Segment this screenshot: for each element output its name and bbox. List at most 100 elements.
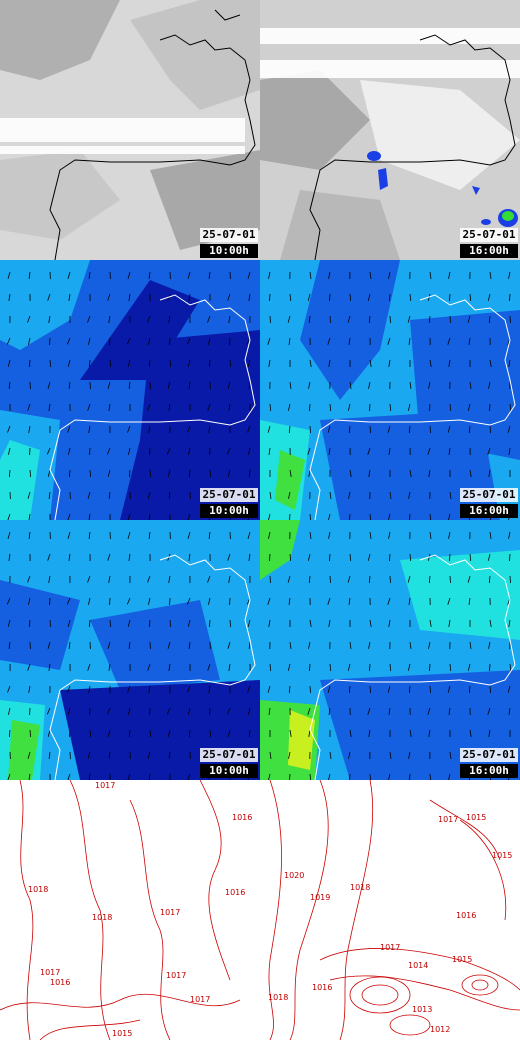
wind-arrow: [507, 425, 511, 433]
wind-arrow: [27, 403, 31, 411]
wind-arrow: [309, 425, 311, 434]
wind-arrow: [68, 293, 71, 301]
wind-arrow: [66, 597, 71, 605]
wind-arrow: [408, 751, 411, 759]
wind-arrow: [447, 337, 451, 345]
wind-arrow: [209, 469, 211, 478]
cloud-map-panel-10h: 25-07-01 10:00h: [0, 0, 260, 260]
wind-arrow: [288, 685, 291, 694]
wind-arrow: [367, 707, 371, 715]
wind-arrow: [328, 531, 331, 539]
wind-arrow: [48, 491, 51, 499]
timestamp-16h-wind-low: 25-07-01 16:00h: [460, 488, 518, 518]
wind-arrow: [347, 575, 351, 583]
wind-arrow: [88, 597, 91, 605]
wind-arrow: [227, 469, 231, 477]
wind-arrow: [29, 729, 31, 738]
wind-arrow: [107, 553, 111, 561]
wind-arrow: [328, 271, 331, 279]
isobar-label: 1018: [28, 885, 48, 894]
wind-arrow: [147, 403, 151, 411]
wind-arrow: [208, 531, 211, 539]
wind-arrow: [187, 685, 191, 693]
wind-arrow: [207, 315, 211, 323]
wind-arrow: [327, 685, 331, 693]
wind-arrow: [409, 293, 412, 302]
wind-arrow: [289, 469, 292, 477]
wind-arrow: [428, 381, 431, 389]
wind-arrow: [287, 663, 291, 671]
wind-arrow: [148, 773, 151, 780]
wind-arrow: [509, 293, 511, 302]
wind-arrow: [28, 531, 31, 539]
wind-arrow: [327, 337, 331, 345]
wind-arrow: [127, 271, 131, 279]
wind-arrow: [429, 773, 432, 780]
wind-arrow: [9, 729, 11, 738]
wind-arrow: [127, 685, 131, 693]
wind-arrow: [46, 447, 51, 455]
wind-arrow: [68, 381, 71, 389]
wind-arrow: [47, 381, 51, 389]
wind-arrow: [227, 729, 231, 737]
wind-arrow: [248, 553, 251, 561]
wind-arrow: [327, 597, 331, 605]
wind-arrow: [309, 619, 312, 627]
wind-arrow: [388, 447, 391, 455]
wind-arrow: [369, 403, 371, 412]
wind-arrow: [269, 553, 271, 562]
wind-arrow: [167, 729, 171, 737]
wind-arrow: [467, 575, 471, 583]
wind-arrow: [428, 315, 431, 324]
wind-arrow: [369, 773, 372, 780]
wind-arrow: [348, 685, 351, 694]
wind-arrow: [7, 531, 11, 539]
wind-arrow: [188, 553, 191, 561]
date-label: 25-07-01: [200, 228, 258, 242]
wind-arrow: [187, 619, 191, 627]
wind-arrow: [387, 425, 391, 433]
wind-arrow: [368, 575, 371, 584]
wind-arrow: [487, 447, 491, 455]
wind-arrow: [309, 513, 312, 520]
wind-arrow: [208, 271, 211, 279]
wind-arrow: [448, 773, 451, 780]
wind-arrow: [269, 575, 271, 584]
wind-arrow: [46, 707, 51, 715]
wind-arrow: [48, 751, 51, 759]
wind-arrow: [7, 773, 11, 780]
wind-arrow: [187, 271, 191, 279]
wind-arrow: [289, 293, 292, 302]
wind-arrow: [127, 531, 131, 539]
wind-arrow: [309, 773, 312, 780]
wind-arrow: [48, 315, 51, 323]
wind-arrow: [47, 293, 51, 301]
wind-arrow: [188, 641, 191, 649]
wind-arrow: [28, 271, 31, 279]
wind-arrow: [348, 337, 351, 345]
wind-arrow: [347, 663, 351, 671]
wind-arrow: [309, 685, 311, 694]
wind-arrow: [389, 575, 391, 584]
wind-arrow: [408, 491, 411, 499]
wind-arrow: [368, 381, 371, 389]
wind-arrow: [108, 663, 111, 671]
wind-arrow: [307, 447, 311, 455]
wind-arrow: [187, 425, 191, 433]
wind-arrow: [389, 663, 392, 672]
wind-arrow: [509, 403, 512, 412]
wind-arrow: [348, 751, 351, 759]
wind-arrow: [27, 751, 31, 759]
date-label: 25-07-01: [460, 488, 518, 502]
wind-arrow: [6, 337, 11, 345]
wind-arrow: [168, 315, 171, 323]
wind-arrow: [329, 315, 331, 324]
wind-arrow: [148, 337, 151, 345]
wind-arrow: [48, 403, 51, 411]
isobar-map-panel-10h: 1017 1016 1016 1018 1018 1017 1017 1016 1017 1017…: [0, 780, 260, 1040]
wind-arrow: [128, 447, 131, 455]
wind-arrow: [247, 685, 251, 693]
wind-arrow: [347, 315, 351, 323]
wind-arrow: [269, 315, 271, 324]
